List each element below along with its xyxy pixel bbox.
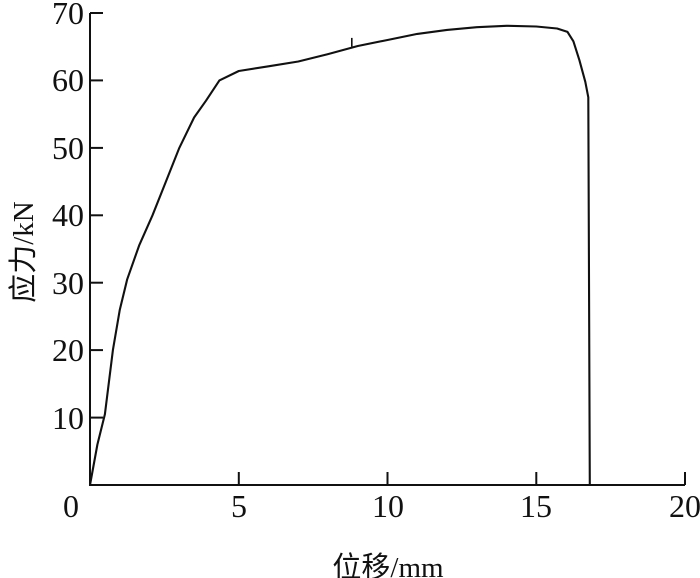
x-tick-label: 15 bbox=[520, 488, 552, 524]
y-tick-label: 10 bbox=[52, 400, 84, 436]
y-tick-label: 60 bbox=[52, 62, 84, 98]
origin-tick-label: 0 bbox=[63, 488, 79, 524]
data-series-line bbox=[88, 24, 591, 487]
y-tick-label: 30 bbox=[52, 265, 84, 301]
x-tick-label: 5 bbox=[231, 488, 247, 524]
x-tick-label: 10 bbox=[372, 488, 404, 524]
x-tick-label: 20 bbox=[669, 488, 700, 524]
y-tick-label: 50 bbox=[52, 130, 84, 166]
x-axis-title: 位移/mm bbox=[332, 552, 444, 578]
y-tick-label: 40 bbox=[52, 197, 84, 233]
y-tick-label: 20 bbox=[52, 332, 84, 368]
y-tick-label: 70 bbox=[52, 0, 84, 31]
axis-lines bbox=[89, 13, 685, 486]
